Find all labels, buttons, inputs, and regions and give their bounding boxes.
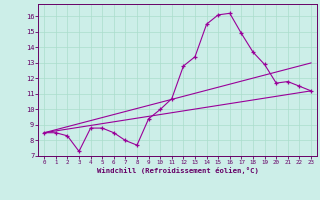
X-axis label: Windchill (Refroidissement éolien,°C): Windchill (Refroidissement éolien,°C) [97,167,259,174]
